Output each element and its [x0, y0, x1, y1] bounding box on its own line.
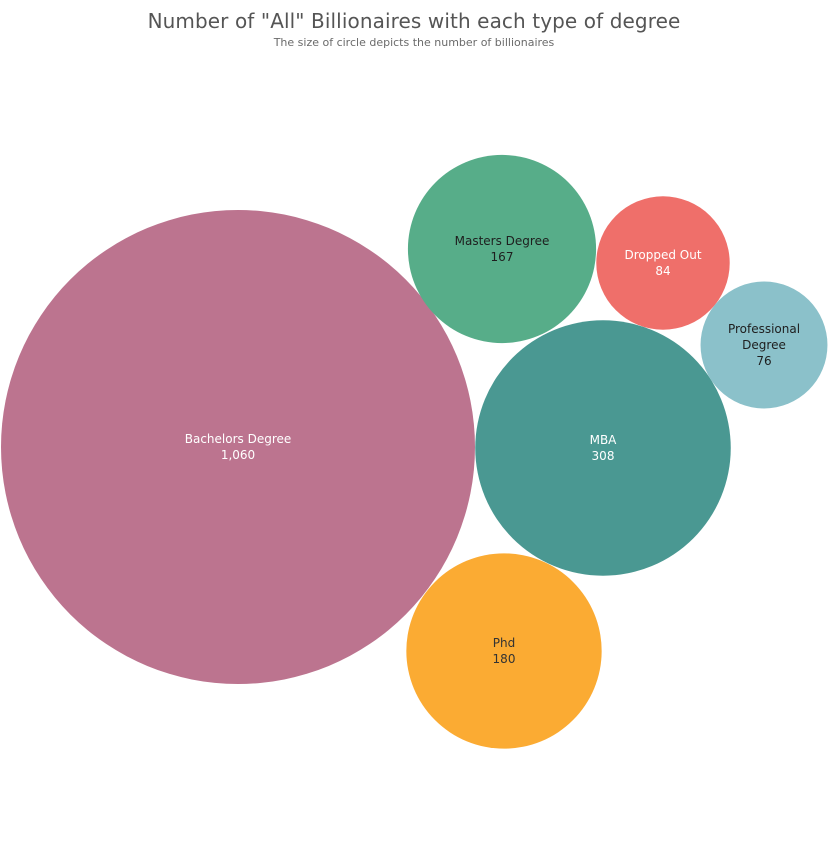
bubble-masters-degree[interactable]: Masters Degree 167 [407, 154, 597, 344]
bubble-label-professional-degree: Degree [742, 338, 786, 352]
bubble-circle-dropped-out[interactable] [596, 196, 730, 330]
bubble-label-bachelors-degree: Bachelors Degree [185, 432, 292, 446]
bubble-dropped-out[interactable]: Dropped Out 84 [596, 196, 730, 330]
chart-title: Number of "All" Billionaires with each t… [147, 9, 681, 33]
bubble-value-dropped-out: 84 [655, 264, 670, 278]
chart-subtitle: The size of circle depicts the number of… [273, 36, 555, 49]
bubble-value-phd: 180 [493, 652, 516, 666]
bubble-mba[interactable]: MBA 308 [475, 320, 731, 576]
bubble-bachelors-degree[interactable]: Bachelors Degree 1,060 [1, 210, 475, 684]
bubble-circle-professional-degree[interactable] [700, 281, 828, 409]
bubble-value-masters-degree: 167 [491, 250, 514, 264]
bubble-circle-masters-degree[interactable] [407, 154, 597, 344]
bubble-circle-phd[interactable] [406, 553, 602, 749]
bubble-circle-bachelors-degree[interactable] [1, 210, 475, 684]
bubble-professional-degree[interactable]: Professional Degree 76 [700, 281, 828, 409]
bubble-label-mba: MBA [590, 433, 618, 447]
bubble-label-phd: Phd [493, 636, 515, 650]
bubble-label-dropped-out: Dropped Out [624, 248, 701, 262]
bubble-value-bachelors-degree: 1,060 [221, 448, 255, 462]
bubble-circle-mba[interactable] [475, 320, 731, 576]
bubble-label-professional-degree: Professional [728, 322, 800, 336]
bubble-value-mba: 308 [592, 449, 615, 463]
bubble-value-professional-degree: 76 [756, 354, 771, 368]
bubble-phd[interactable]: Phd 180 [406, 553, 602, 749]
bubble-label-masters-degree: Masters Degree [455, 234, 550, 248]
